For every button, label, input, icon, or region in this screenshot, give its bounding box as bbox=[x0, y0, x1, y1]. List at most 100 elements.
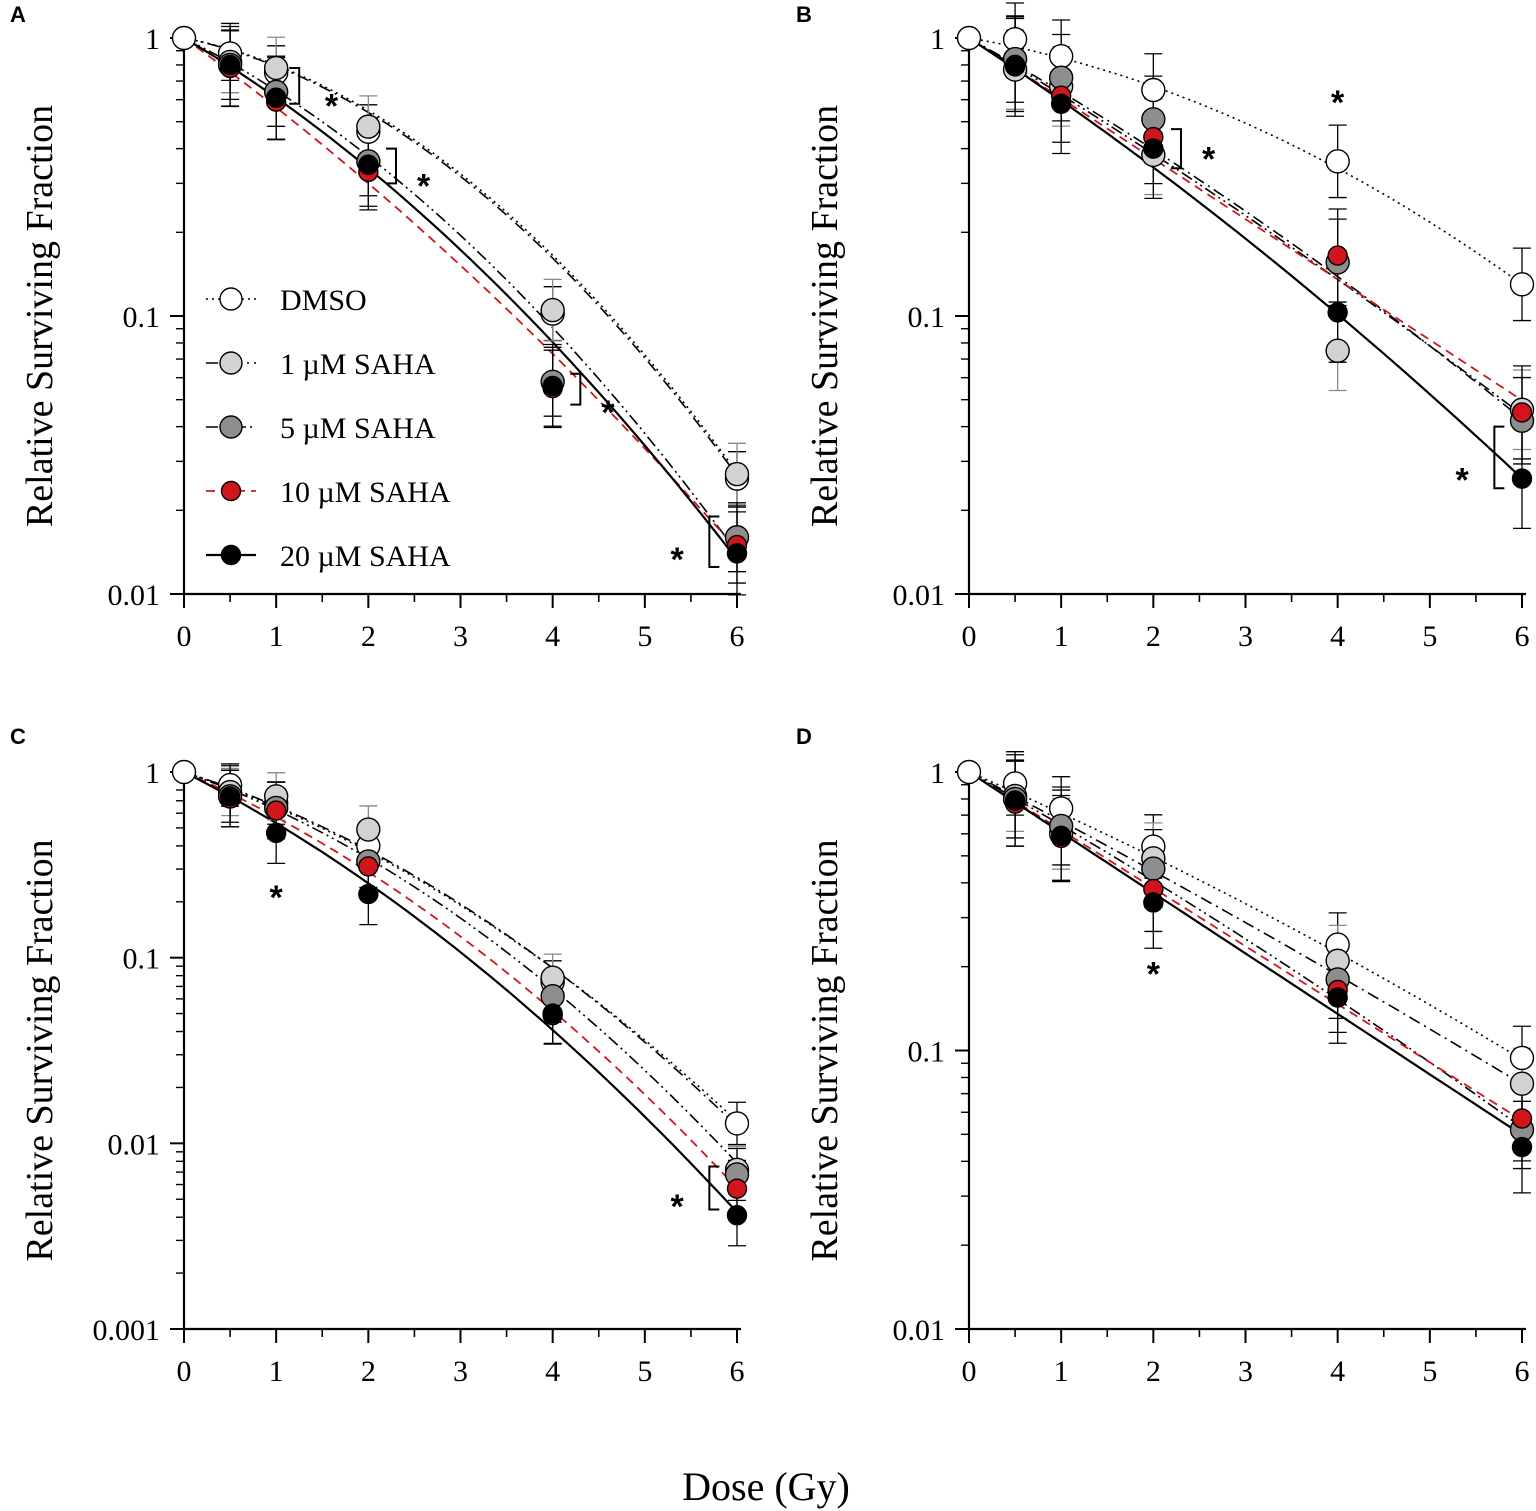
significance-bracket bbox=[570, 372, 582, 406]
data-point bbox=[1050, 93, 1072, 114]
data-point bbox=[358, 856, 379, 877]
fit-curve bbox=[183, 771, 738, 1127]
x-tick-label: 6 bbox=[730, 1355, 745, 1388]
legend-label: DMSO bbox=[280, 284, 367, 317]
fit-curve bbox=[183, 771, 738, 1214]
data-point bbox=[265, 800, 287, 821]
y-tick-label: 0.1 bbox=[908, 1036, 946, 1069]
data-point bbox=[1143, 892, 1164, 913]
x-tick-label: 1 bbox=[269, 620, 284, 653]
x-tick-label: 6 bbox=[1515, 1355, 1530, 1388]
x-tick-label: 6 bbox=[1515, 620, 1530, 653]
y-axis-label: Relative Surviving Fraction bbox=[804, 839, 846, 1261]
legend-marker bbox=[220, 480, 242, 502]
panel-c: C 0 1 2 3 4 5 6 0.001 0.01 0.1 1 Relative Surviving … bbox=[10, 724, 750, 1388]
fit-curve bbox=[183, 771, 738, 1164]
significance-star: * bbox=[1147, 956, 1161, 994]
legend-label: 5 µM SAHA bbox=[280, 412, 436, 445]
significance-bracket bbox=[1170, 128, 1182, 170]
panels: A 0 1 2 3 4 5 6 0.01 0.1 1 Relative Surviving Fract… bbox=[10, 2, 1535, 1388]
significance-star: * bbox=[325, 88, 339, 126]
x-tick-label: 5 bbox=[1422, 620, 1437, 653]
significance-bracket bbox=[385, 147, 397, 185]
data-point bbox=[219, 786, 241, 807]
data-point bbox=[542, 1003, 563, 1024]
panel-d: D 0 1 2 3 4 5 6 0.01 0.1 1 Relative Surviving Fract… bbox=[796, 724, 1535, 1388]
significance-star: * bbox=[670, 1188, 684, 1226]
data-point bbox=[726, 1178, 748, 1199]
data-point bbox=[1050, 825, 1072, 847]
data-point bbox=[724, 1111, 750, 1136]
data-point bbox=[219, 54, 241, 76]
legend-marker bbox=[220, 544, 242, 566]
panel-a: A 0 1 2 3 4 5 6 0.01 0.1 1 Relative Surviving Fract… bbox=[10, 2, 750, 653]
x-tick-label: 4 bbox=[1330, 620, 1345, 653]
data-point bbox=[1325, 149, 1350, 174]
data-point bbox=[1509, 1071, 1535, 1096]
x-tick-label: 0 bbox=[962, 1355, 977, 1388]
data-point bbox=[358, 154, 379, 175]
fit-curve bbox=[183, 37, 738, 553]
y-tick-label: 0.01 bbox=[108, 579, 161, 612]
significance-star: * bbox=[670, 541, 684, 579]
x-tick-label: 6 bbox=[730, 620, 745, 653]
data-point bbox=[1509, 272, 1535, 297]
data-point bbox=[358, 883, 379, 905]
data-point bbox=[1325, 338, 1350, 363]
panel-letter: C bbox=[10, 724, 26, 749]
significance-star: * bbox=[1455, 462, 1469, 500]
data-point bbox=[1327, 245, 1348, 266]
x-tick-label: 1 bbox=[1054, 1355, 1069, 1388]
significance-bracket bbox=[708, 515, 720, 569]
fit-curve bbox=[183, 37, 738, 561]
data-point bbox=[956, 759, 982, 785]
panel-letter: A bbox=[10, 2, 26, 27]
y-tick-label: 0.1 bbox=[908, 301, 946, 334]
x-tick-label: 3 bbox=[453, 1355, 468, 1388]
data-point bbox=[171, 25, 197, 51]
data-point bbox=[1327, 987, 1348, 1008]
significance-bracket bbox=[289, 66, 301, 105]
y-axis-label: Relative Surviving Fraction bbox=[19, 839, 61, 1261]
legend: DMSO 1 µM SAHA 5 µM SAHA 10 µM SAHA 20 µM SA… bbox=[206, 284, 451, 573]
y-tick-label: 0.1 bbox=[123, 301, 161, 334]
y-tick-label: 0.01 bbox=[108, 1128, 161, 1161]
data-point bbox=[265, 87, 287, 108]
data-point bbox=[1004, 790, 1026, 811]
data-point bbox=[724, 461, 750, 487]
y-tick-label: 0.001 bbox=[93, 1314, 161, 1347]
fit-curve bbox=[183, 771, 738, 1189]
legend-marker bbox=[219, 351, 243, 375]
data-point bbox=[263, 55, 289, 81]
data-point bbox=[356, 817, 381, 842]
x-tick-label: 0 bbox=[177, 1355, 192, 1388]
legend-label: 10 µM SAHA bbox=[280, 476, 451, 509]
significance-star: * bbox=[1331, 84, 1345, 122]
x-tick-label: 3 bbox=[1238, 620, 1253, 653]
legend-label: 1 µM SAHA bbox=[280, 348, 436, 381]
data-point bbox=[1511, 1108, 1533, 1129]
significance-star: * bbox=[270, 879, 284, 917]
y-tick-label: 1 bbox=[930, 757, 945, 790]
data-point bbox=[1004, 56, 1026, 77]
y-tick-label: 1 bbox=[930, 23, 945, 56]
x-tick-label: 1 bbox=[1054, 620, 1069, 653]
x-tick-label: 4 bbox=[545, 620, 560, 653]
fit-curve bbox=[968, 37, 1523, 285]
data-point bbox=[265, 822, 287, 844]
y-tick-label: 0.01 bbox=[893, 1314, 946, 1347]
x-tick-label: 2 bbox=[1146, 1355, 1161, 1388]
x-tick-label: 0 bbox=[177, 620, 192, 653]
x-tick-label: 3 bbox=[453, 620, 468, 653]
legend-marker bbox=[219, 287, 243, 311]
data-point bbox=[1511, 468, 1533, 489]
x-axis-label: Dose (Gy) bbox=[682, 1464, 850, 1509]
y-tick-label: 0.1 bbox=[123, 943, 161, 976]
data-point bbox=[1141, 856, 1166, 881]
x-tick-label: 5 bbox=[637, 620, 652, 653]
fit-curve bbox=[968, 771, 1523, 1061]
x-tick-label: 0 bbox=[962, 620, 977, 653]
significance-star: * bbox=[1202, 141, 1216, 179]
significance-bracket bbox=[1493, 425, 1505, 490]
